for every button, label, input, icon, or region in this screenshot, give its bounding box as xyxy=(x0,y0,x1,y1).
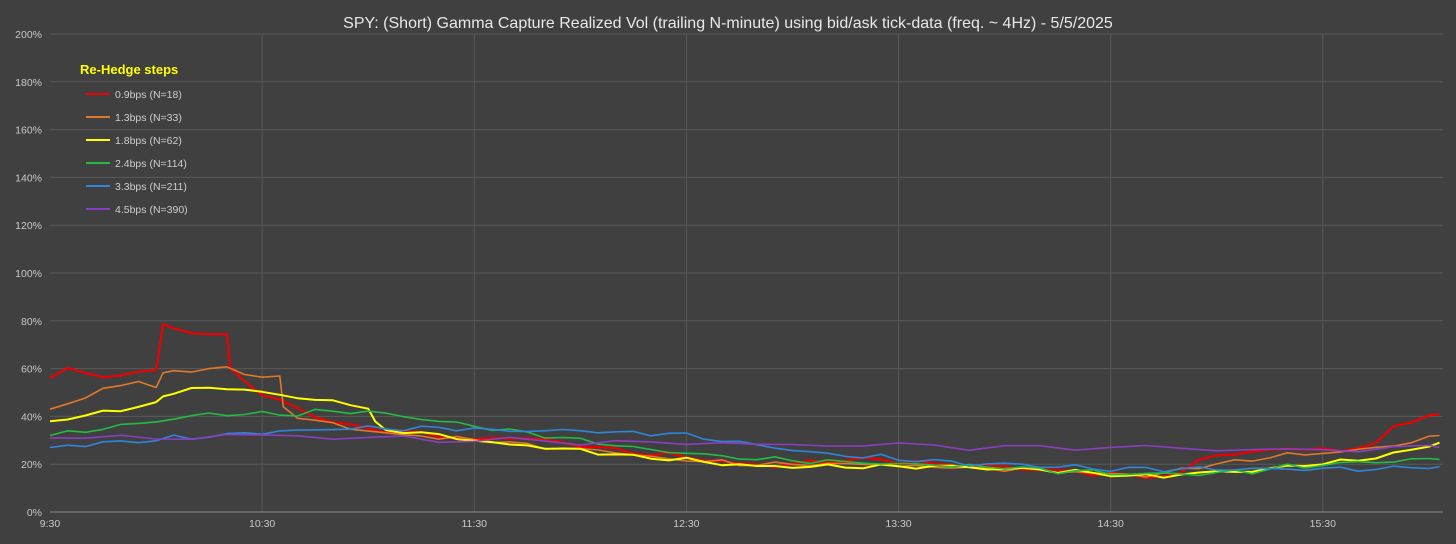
legend-label: 1.3bps (N=33) xyxy=(115,112,182,124)
y-tick-label: 80% xyxy=(21,316,42,328)
legend-label: 0.9bps (N=18) xyxy=(115,89,182,101)
y-tick-label: 20% xyxy=(21,459,42,471)
legend-label: 2.4bps (N=114) xyxy=(115,158,187,170)
chart-title: SPY: (Short) Gamma Capture Realized Vol … xyxy=(343,15,1113,32)
x-tick-label: 9:30 xyxy=(40,518,61,530)
y-tick-label: 200% xyxy=(15,29,42,41)
series-line xyxy=(49,408,1440,477)
series-line xyxy=(49,425,1440,473)
legend-title: Re-Hedge steps xyxy=(80,62,178,77)
y-tick-label: 180% xyxy=(15,77,42,89)
legend: Re-Hedge steps 4.5bps (N=390) 3.3bps (N=2… xyxy=(80,62,188,216)
y-tick-label: 120% xyxy=(15,220,42,232)
x-tick-label: 14:30 xyxy=(1098,518,1124,530)
series-line xyxy=(49,433,1440,453)
y-tick-label: 0% xyxy=(27,507,42,519)
x-tick-label: 12:30 xyxy=(673,518,699,530)
y-tick-label: 100% xyxy=(15,268,42,280)
x-axis: 9:30 10:30 11:30 12:30 13:30 14:30 15:30 xyxy=(40,511,1443,530)
x-tick-label: 10:30 xyxy=(249,518,275,530)
legend-label: 4.5bps (N=390) xyxy=(115,204,188,216)
legend-label: 3.3bps (N=211) xyxy=(115,181,187,193)
y-axis: 0% 20% 40% 60% 80% 100% 120% 140% 160% 180% 200% xyxy=(15,29,42,519)
y-tick-label: 140% xyxy=(15,172,42,184)
y-tick-label: 60% xyxy=(21,364,42,376)
x-tick-label: 13:30 xyxy=(885,518,911,530)
y-tick-label: 160% xyxy=(15,125,42,137)
legend-label: 1.8bps (N=62) xyxy=(115,135,182,147)
y-tick-label: 40% xyxy=(21,411,42,423)
x-tick-label: 15:30 xyxy=(1310,518,1336,530)
gridlines xyxy=(50,33,1443,512)
series-line xyxy=(49,365,1440,478)
series-lines xyxy=(49,323,1440,479)
x-tick-label: 11:30 xyxy=(462,518,488,530)
series-line xyxy=(49,386,1440,479)
